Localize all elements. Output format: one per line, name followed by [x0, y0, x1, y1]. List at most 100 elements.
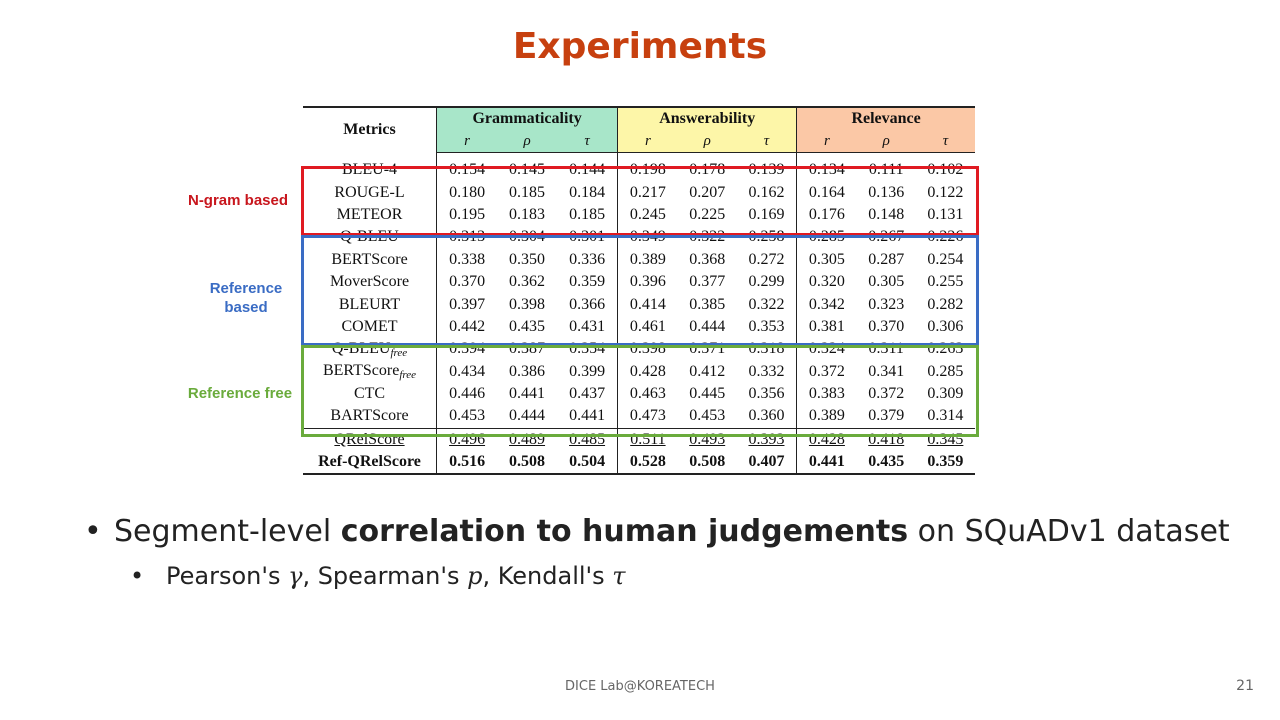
- score-value: 0.314: [927, 407, 964, 425]
- score-value: 0.183: [509, 205, 546, 223]
- score-cell: 0.314: [916, 405, 975, 428]
- score-cell: 0.383: [797, 383, 857, 405]
- score-value: 0.162: [748, 183, 785, 201]
- metric-name: METEOR: [303, 203, 437, 227]
- score-cell: 0.516: [436, 451, 498, 476]
- score-cell: 0.444: [497, 405, 557, 428]
- score-cell: 0.386: [497, 361, 557, 383]
- table-row: Ref-QRelScore 0.516 0.508 0.504 0.528 0.508 0.…: [303, 451, 975, 476]
- score-cell: 0.350: [497, 249, 557, 271]
- metric-name-text: BARTScore: [330, 407, 409, 425]
- score-value: 0.370: [449, 273, 486, 291]
- score-cell: 0.366: [556, 293, 619, 316]
- metric-name-text: BLEURT: [338, 295, 401, 313]
- score-value: 0.377: [689, 273, 726, 291]
- score-cell: 0.431: [556, 315, 619, 339]
- score-cell: 0.306: [916, 316, 975, 338]
- metric-name-text: BERTScore: [322, 362, 400, 380]
- metric-name-text: CTC: [353, 385, 386, 403]
- score-value: 0.217: [629, 183, 666, 201]
- score-value: 0.136: [868, 183, 905, 201]
- free-label: Reference free: [187, 385, 293, 402]
- table-row: COMET 0.442 0.435 0.431 0.461 0.444 0.353 0.381…: [303, 315, 975, 339]
- score-cell: 0.370: [437, 271, 498, 293]
- score-cell: 0.245: [618, 204, 678, 226]
- score-cell: 0.139: [736, 159, 798, 182]
- score-value: 0.195: [449, 205, 486, 223]
- score-value: 0.336: [569, 250, 606, 268]
- score-cell: 0.102: [916, 159, 975, 181]
- score-cell: 0.379: [857, 405, 916, 428]
- score-cell: 0.285: [916, 361, 975, 383]
- score-value: 0.184: [569, 183, 606, 201]
- score-value: 0.178: [689, 161, 726, 179]
- sub-header-rho: ρ: [856, 130, 916, 153]
- score-cell: 0.396: [618, 271, 678, 293]
- score-cell: 0.435: [856, 451, 916, 476]
- score-cell: 0.342: [797, 293, 857, 315]
- sub-header-r: r: [436, 130, 498, 153]
- metric-name: BARTScore: [303, 405, 437, 429]
- score-cell: 0.473: [618, 405, 678, 428]
- score-cell: 0.389: [618, 249, 678, 271]
- metric-subscript: free: [399, 369, 417, 382]
- gamma-symbol: γ: [288, 562, 303, 590]
- metric-name-text: MoverScore: [329, 273, 410, 291]
- score-cell: 0.145: [497, 159, 557, 181]
- score-cell: 0.428: [618, 361, 678, 383]
- score-value: 0.341: [868, 362, 905, 380]
- score-cell: 0.412: [678, 361, 737, 383]
- score-value: 0.185: [509, 183, 546, 201]
- metric-name: CTC: [303, 382, 437, 406]
- score-value: 0.441: [808, 453, 845, 471]
- score-value: 0.359: [927, 453, 964, 471]
- score-cell: 0.322: [736, 293, 798, 316]
- score-cell: 0.131: [916, 204, 975, 226]
- score-value: 0.145: [509, 161, 546, 179]
- sub-bullet: • Pearson's γ, Spearman's p, Kendall's τ: [130, 562, 626, 590]
- score-cell: 0.508: [497, 451, 557, 476]
- score-value: 0.356: [748, 385, 785, 403]
- score-cell: 0.338: [437, 249, 498, 271]
- main-bullet-pre: Segment-level: [114, 514, 341, 549]
- score-cell: 0.305: [857, 271, 916, 293]
- score-cell: 0.225: [678, 204, 737, 226]
- sub-header-tau: τ: [915, 130, 975, 153]
- metric-name: MoverScore: [303, 270, 437, 294]
- score-value: 0.508: [689, 453, 726, 471]
- score-value: 0.412: [689, 362, 726, 380]
- metric-name-text: COMET: [341, 317, 398, 335]
- score-cell: 0.148: [857, 204, 916, 226]
- score-value: 0.528: [629, 453, 666, 471]
- score-value: 0.169: [748, 205, 785, 223]
- slide-title: Experiments: [512, 26, 768, 67]
- score-value: 0.154: [449, 161, 486, 179]
- score-value: 0.516: [449, 453, 486, 471]
- score-value: 0.180: [449, 183, 486, 201]
- metric-name: ROUGE-L: [303, 181, 437, 204]
- metric-name: BLEU-4: [303, 159, 437, 182]
- score-value: 0.332: [748, 362, 785, 380]
- score-value: 0.372: [868, 385, 905, 403]
- metric-name: Ref-QRelScore: [303, 451, 437, 476]
- metric-name: BERTScore: [303, 248, 437, 271]
- score-cell: 0.309: [916, 383, 975, 405]
- score-value: 0.254: [927, 250, 964, 268]
- score-value: 0.453: [449, 407, 486, 425]
- score-cell: 0.437: [556, 382, 619, 406]
- results-table: Metrics Grammaticality Answerability Rel…: [303, 106, 975, 476]
- score-cell: 0.169: [736, 203, 798, 227]
- score-cell: 0.441: [796, 451, 857, 476]
- main-bullet-bold: correlation to human judgements: [340, 514, 909, 549]
- score-value: 0.111: [868, 161, 904, 179]
- score-cell: 0.461: [618, 316, 678, 338]
- score-cell: 0.184: [556, 181, 619, 204]
- score-value: 0.320: [808, 273, 845, 291]
- results-table-wrapper: Metrics Grammaticality Answerability Rel…: [303, 106, 975, 476]
- score-value: 0.287: [868, 250, 905, 268]
- score-cell: 0.372: [857, 383, 916, 405]
- score-value: 0.207: [689, 183, 726, 201]
- ngram-label: N-gram based: [187, 192, 289, 209]
- score-value: 0.305: [868, 273, 905, 291]
- score-value: 0.245: [629, 205, 666, 223]
